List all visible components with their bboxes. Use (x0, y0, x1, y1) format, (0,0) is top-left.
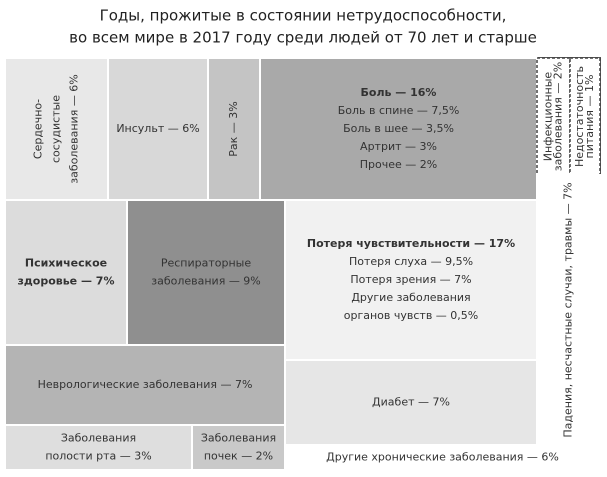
tile (536, 57, 571, 176)
tile-text: Психическое (25, 257, 107, 270)
tile-label: Рак — 3% (227, 101, 240, 156)
tile (191, 424, 286, 471)
tile-text: Рак — 3% (227, 101, 240, 156)
tile-text: Неврологические заболевания — 7% (38, 378, 253, 391)
tile (4, 199, 128, 346)
tile-text: питания — 1% (583, 75, 596, 159)
tile-label: Сердечно-сосудистые заболевания — 6% (32, 74, 81, 184)
tile-text: сосудистые (50, 95, 63, 163)
tile-text: Недостаточность (573, 66, 586, 167)
tile-text: органов чувств — 0,5% (344, 309, 479, 322)
tile-label: Психическое здоровье — 7% (18, 257, 115, 288)
tile-text: Заболевания (201, 432, 276, 445)
tile-label: Заболевания полости рта — 3% (45, 432, 151, 463)
detail-label: Артрит — 3% (360, 140, 437, 153)
detail-label: Другие заболевания (351, 291, 470, 304)
tile (284, 359, 538, 446)
tile-label: Респираторные заболевания — 9% (151, 257, 261, 288)
tile (107, 57, 209, 201)
tile (259, 57, 538, 201)
tile-label: Боль — 16% Боль в спине — 7,5% Боль в шее … (338, 86, 460, 171)
tile-text: Другие хронические заболевания — 6% (326, 451, 559, 464)
tile-text: Диабет — 7% (372, 396, 450, 409)
tile-text: почек — 2% (204, 450, 273, 463)
tile-label: Падения, несчастные случаи, травмы — 7% (562, 182, 575, 437)
tile-text: Инфекционные (542, 72, 555, 162)
tile-text: Потеря чувствительности — 17% (307, 237, 515, 250)
detail-label: Потеря слуха — 9,5% (349, 255, 473, 268)
detail-label: Боль в спине — 7,5% (338, 104, 460, 117)
tile-text: Падения, несчастные случаи, травмы — 7% (562, 182, 575, 437)
detail-label: Боль в шее — 3,5% (343, 122, 454, 135)
tile-text: Боль — 16% (361, 86, 437, 99)
tile-text: Заболевания (61, 432, 136, 445)
tile (4, 57, 109, 201)
tile-text: Сердечно- (32, 99, 45, 159)
tile-label: Потеря чувствительности — 17% Потеря слух… (307, 237, 515, 322)
detail-label: Прочее — 2% (360, 158, 437, 171)
tile (284, 199, 538, 361)
tile-label: Другие хронические заболевания — 6% (326, 451, 559, 464)
tile-label: Неврологические заболевания — 7% (38, 378, 253, 391)
tile-text: заболевания — 2% (552, 62, 565, 172)
tile-label: Диабет — 7% (372, 396, 450, 409)
tile-label: Инсульт — 6% (116, 122, 199, 135)
tile-text: Респираторные (161, 257, 252, 270)
tile (4, 424, 193, 471)
tile-text: заболевания — 9% (151, 275, 261, 288)
tile-text: Инсульт — 6% (116, 122, 199, 135)
chart-title: Годы, прожитые в состоянии нетрудоспособ… (100, 7, 507, 25)
chart-title: во всем мире в 2017 году среди людей от … (69, 29, 537, 47)
detail-label: Потеря зрения — 7% (350, 273, 471, 286)
tile-text: здоровье — 7% (18, 275, 115, 288)
tile (126, 199, 286, 346)
tile (284, 444, 601, 471)
tile-text: заболевания — 6% (68, 74, 81, 184)
tile (536, 174, 601, 446)
tile-label: Заболевания почек — 2% (201, 432, 276, 463)
tile-text: полости рта — 3% (45, 450, 151, 463)
